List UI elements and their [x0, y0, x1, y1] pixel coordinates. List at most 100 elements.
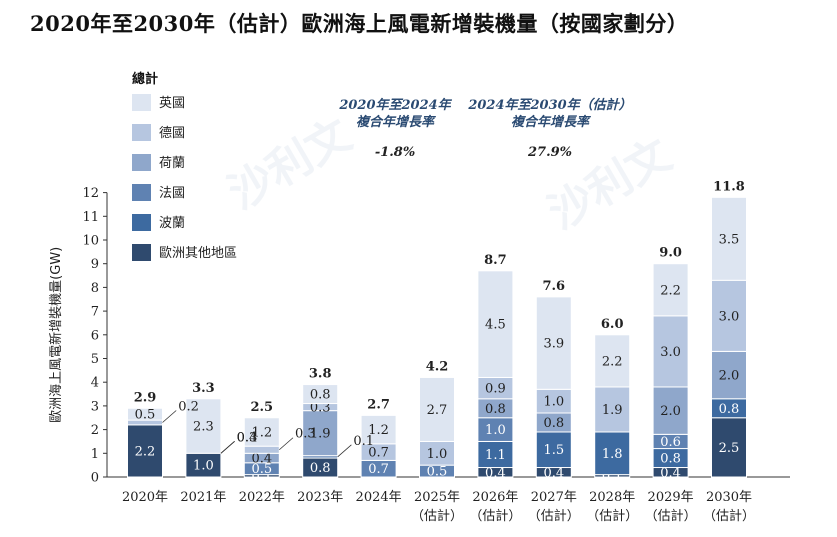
x-tick-label: 2026年	[472, 490, 518, 505]
segment-label: 0.8	[543, 416, 564, 431]
legend-label: 德國	[159, 126, 185, 141]
y-tick-label: 7	[91, 305, 99, 320]
legend-swatch	[132, 184, 151, 201]
segment-label: 2.0	[719, 369, 740, 384]
y-tick-label: 9	[91, 257, 99, 272]
x-tick-label: 2020年	[122, 490, 168, 505]
outside-label: 0.1	[353, 434, 374, 449]
outside-label: 0.2	[178, 399, 199, 414]
segment-label: 0.5	[251, 462, 272, 477]
bar-segment	[127, 407, 163, 421]
segment-label: 1.0	[485, 423, 506, 438]
segment-label: 2.2	[660, 283, 681, 298]
legend-label: 法國	[159, 186, 185, 201]
x-tick-label: 2029年	[648, 490, 694, 505]
segment-label: 0.6	[660, 435, 681, 450]
segment-label: 0.8	[310, 388, 331, 403]
bar-segment	[711, 417, 747, 478]
segment-label: 3.0	[719, 309, 740, 324]
y-tick-label: 5	[91, 352, 99, 367]
bar-segment	[477, 440, 514, 469]
legend-swatch	[132, 244, 151, 261]
bar-segment	[652, 386, 689, 435]
x-tick-label-sub: （估計）	[528, 508, 580, 524]
y-axis-label: 歐洲海上風電新增裝機量(GW)	[48, 247, 64, 423]
legend-title: 總計	[132, 71, 158, 87]
cagr-annotation-line: 複合年增長率	[511, 114, 592, 130]
segment-label: 1.0	[543, 395, 564, 410]
legend-label: 英國	[159, 96, 185, 111]
x-tick-label-sub: （估計）	[469, 508, 521, 524]
cagr-annotation-line: 2024年至2030年（估計）	[467, 97, 631, 113]
bar-segment	[360, 414, 397, 445]
y-tick-label: 8	[91, 281, 99, 296]
bar-segment	[243, 445, 280, 454]
bar-segment	[243, 417, 280, 447]
total-label: 9.0	[659, 246, 682, 261]
segment-label: 0.5	[427, 465, 448, 480]
total-label: 4.2	[426, 359, 449, 374]
y-tick-label: 11	[82, 210, 99, 225]
x-tick-label-sub: （估計）	[645, 508, 697, 524]
x-tick-label: 2028年	[589, 490, 635, 505]
total-label: 2.7	[367, 397, 390, 412]
x-tick-label: 2027年	[531, 490, 577, 505]
segment-label: 2.2	[135, 444, 156, 459]
bar-segment	[535, 296, 572, 390]
cagr-annotation-line: 2020年至2024年	[338, 97, 452, 113]
cagr-annotation-line: 複合年增長率	[356, 114, 437, 130]
bar-segment	[302, 384, 339, 405]
bar-segment	[535, 431, 572, 469]
legend-swatch	[132, 214, 151, 231]
x-tick-label: 2022年	[239, 490, 285, 505]
outside-label: 0.3	[295, 427, 316, 442]
cagr-value: 27.9%	[527, 145, 572, 160]
segment-label: 2.7	[427, 403, 448, 418]
legend-label: 荷蘭	[159, 155, 185, 171]
segment-label: 0.5	[135, 408, 156, 423]
total-label: 6.0	[601, 317, 624, 332]
bar-segment	[185, 398, 222, 454]
segment-label: 3.9	[543, 337, 564, 352]
segment-label: 0.4	[251, 452, 272, 467]
total-label: 2.9	[134, 390, 157, 405]
y-tick-label: 6	[91, 328, 99, 343]
legend-label: 歐洲其他地區	[159, 246, 237, 261]
segment-label: 1.0	[193, 459, 214, 474]
segment-label: 0.4	[543, 466, 564, 481]
total-label: 11.8	[713, 179, 745, 194]
bar-segment	[594, 334, 631, 388]
y-tick-label: 1	[91, 447, 99, 462]
segment-label: 1.9	[602, 403, 623, 418]
outside-label: 0.3	[237, 430, 258, 445]
x-tick-label: 2030年	[706, 490, 752, 505]
x-tick-label: 2021年	[180, 490, 226, 505]
y-tick-label: 3	[91, 399, 99, 414]
segment-label: 0.4	[660, 466, 681, 481]
bar-segment	[419, 376, 455, 442]
segment-label: 0.7	[368, 462, 389, 477]
x-tick-label-sub: （估計）	[411, 508, 463, 524]
chart-title: 2020年至2030年（估計）歐洲海上風電新增裝機量（按國家劃分）	[30, 11, 689, 36]
segment-label: 4.5	[485, 318, 506, 333]
leader-line	[162, 410, 177, 423]
segment-label: 1.0	[427, 447, 448, 462]
total-label: 2.5	[250, 400, 273, 415]
y-tick-label: 4	[91, 376, 99, 391]
segment-label: 3.0	[660, 345, 681, 360]
segment-label: 1.2	[251, 425, 272, 440]
segment-label: 2.0	[660, 404, 681, 419]
legend-label: 波蘭	[159, 215, 185, 231]
x-tick-label: 2023年	[297, 490, 343, 505]
bar-segment	[711, 196, 747, 281]
bar-segment	[302, 410, 339, 457]
watermark-text: 沙利文	[220, 109, 360, 219]
x-tick-label: 2025年	[414, 490, 460, 505]
legend-swatch	[132, 154, 151, 171]
segment-label: 2.2	[602, 354, 623, 369]
segment-label: 1.5	[543, 443, 564, 458]
segment-label: 2.5	[719, 441, 740, 456]
segment-label: 1.9	[310, 427, 331, 442]
segment-label: 0.7	[368, 446, 389, 461]
